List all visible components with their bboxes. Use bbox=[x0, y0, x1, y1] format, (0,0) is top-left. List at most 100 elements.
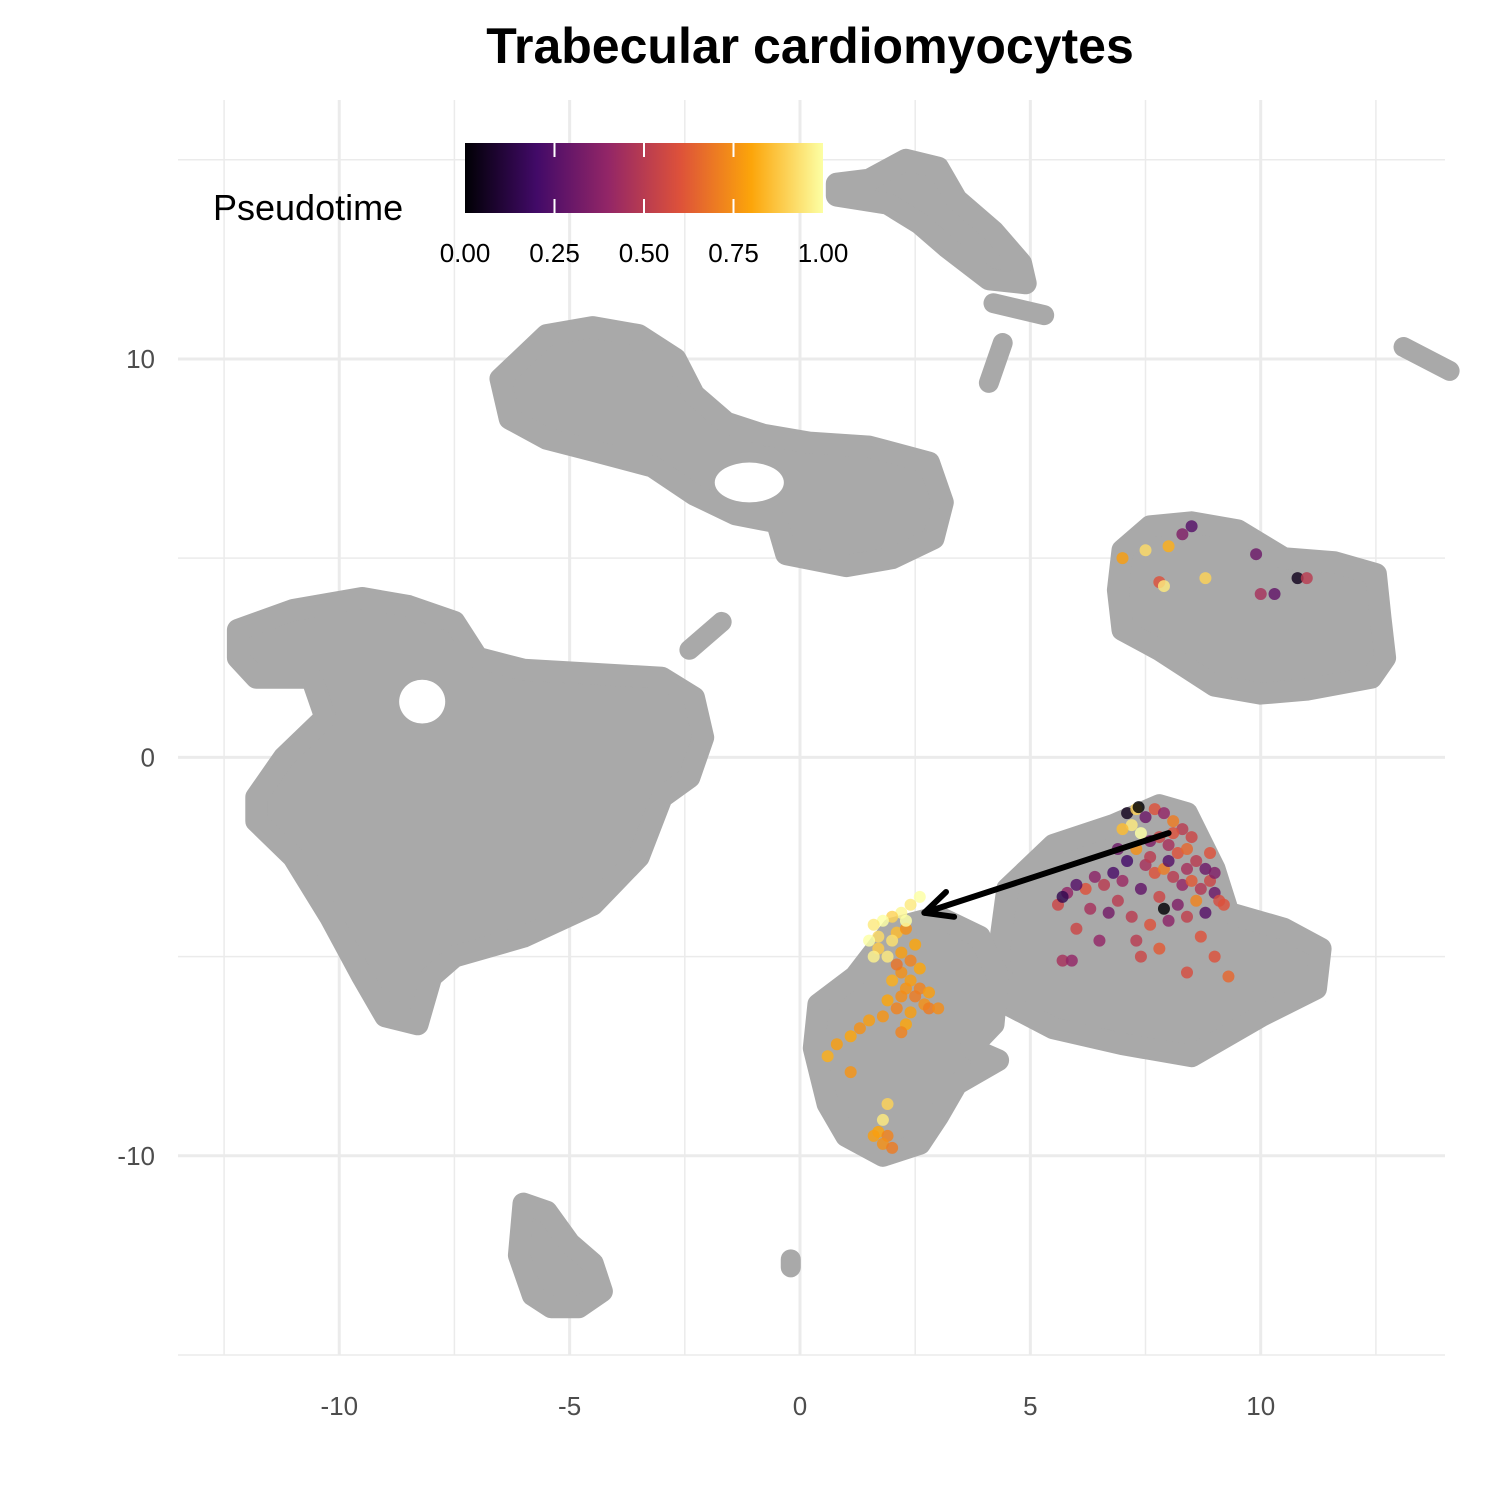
cell-point bbox=[1190, 854, 1203, 867]
cell-point bbox=[1153, 942, 1166, 955]
trajectory-arrow bbox=[921, 830, 1172, 920]
y-tick-label: 10 bbox=[126, 344, 155, 374]
cell-point bbox=[853, 1022, 866, 1035]
cell-point bbox=[1176, 823, 1189, 836]
cell-point bbox=[1139, 811, 1152, 824]
cell-point bbox=[872, 930, 885, 943]
cluster-hole bbox=[399, 679, 446, 724]
cell-point bbox=[1185, 520, 1198, 533]
cell-point bbox=[863, 934, 876, 947]
x-tick-label: -5 bbox=[558, 1391, 581, 1421]
cell-point bbox=[1132, 801, 1145, 814]
cell-point bbox=[909, 938, 922, 951]
cell-point bbox=[1180, 843, 1193, 856]
cell-point bbox=[1125, 910, 1138, 923]
cell-point bbox=[876, 1010, 889, 1023]
cell-point bbox=[1088, 870, 1101, 883]
cell-point bbox=[1130, 934, 1143, 947]
cell-point bbox=[890, 1002, 903, 1015]
cell-point bbox=[895, 990, 908, 1003]
cell-point bbox=[1162, 854, 1175, 867]
cell-point bbox=[1167, 870, 1180, 883]
cell-point bbox=[909, 990, 922, 1003]
cell-point bbox=[1254, 588, 1267, 601]
cell-point bbox=[886, 934, 899, 947]
cell-point bbox=[1070, 922, 1083, 935]
cell-point bbox=[1171, 847, 1184, 859]
cell-point bbox=[922, 986, 935, 999]
cell-point bbox=[844, 1030, 857, 1043]
arrow-head bbox=[921, 888, 958, 920]
colorbar-tick-label: 1.00 bbox=[798, 238, 849, 268]
cell-point bbox=[1199, 862, 1212, 875]
cell-point bbox=[1268, 588, 1281, 601]
cell-point bbox=[886, 974, 899, 987]
cell-point bbox=[1065, 954, 1078, 967]
cell-point bbox=[1162, 914, 1175, 927]
cell-point bbox=[1208, 866, 1221, 879]
cell-point bbox=[1144, 918, 1157, 931]
cell-point bbox=[1190, 894, 1203, 907]
cell-point bbox=[913, 890, 926, 903]
cell-point bbox=[876, 1113, 889, 1126]
cell-point bbox=[1176, 528, 1189, 541]
cell-point bbox=[913, 962, 926, 975]
cell-point bbox=[1162, 839, 1175, 852]
arrow-shaft bbox=[921, 830, 1172, 916]
cell-point bbox=[1180, 966, 1193, 979]
x-tick-label: 5 bbox=[1023, 1391, 1037, 1421]
cell-point bbox=[1157, 902, 1170, 915]
cell-point bbox=[932, 1002, 945, 1015]
cell-point bbox=[1134, 882, 1147, 895]
cell-point bbox=[1185, 831, 1198, 844]
cell-point bbox=[1300, 572, 1313, 585]
cluster-top-middle bbox=[489, 316, 954, 578]
cell-point bbox=[1180, 862, 1193, 875]
cell-point bbox=[1199, 572, 1212, 585]
x-tick-label: -10 bbox=[320, 1391, 358, 1421]
cell-point bbox=[1116, 874, 1129, 887]
cell-point bbox=[895, 946, 908, 959]
cell-point bbox=[1121, 854, 1134, 867]
cluster-fragment bbox=[978, 333, 1013, 393]
cell-point bbox=[899, 914, 912, 927]
cell-point bbox=[1194, 882, 1207, 895]
cluster-fragment bbox=[1393, 337, 1460, 381]
colorbar-tick-label: 0.00 bbox=[440, 238, 491, 268]
chart-title: Trabecular cardiomyocytes bbox=[486, 18, 1134, 74]
cell-point bbox=[1217, 898, 1230, 911]
cluster-right-upper bbox=[1106, 511, 1397, 705]
cell-point bbox=[1157, 580, 1170, 593]
cell-point bbox=[1250, 548, 1263, 561]
cluster-top-right bbox=[825, 148, 1037, 295]
cell-point bbox=[1180, 910, 1193, 923]
cell-point bbox=[1222, 970, 1235, 983]
cell-point bbox=[1093, 934, 1106, 947]
y-tick-label: -10 bbox=[117, 1141, 155, 1171]
cell-point bbox=[1162, 540, 1175, 553]
colorbar-tick-label: 0.75 bbox=[708, 238, 759, 268]
cell-point bbox=[1098, 878, 1111, 891]
cell-point bbox=[1167, 827, 1180, 840]
x-tick-label: 10 bbox=[1246, 1391, 1275, 1421]
cell-point bbox=[1194, 930, 1207, 943]
cluster-bottom-left bbox=[507, 1192, 613, 1319]
cluster-fragment bbox=[983, 293, 1055, 326]
cell-point bbox=[1116, 823, 1129, 836]
cell-point bbox=[867, 1129, 880, 1142]
cell-point bbox=[1079, 882, 1092, 895]
cell-point bbox=[1084, 902, 1097, 915]
cell-point bbox=[1153, 890, 1166, 903]
cell-point bbox=[1144, 850, 1157, 863]
x-tick-label: 0 bbox=[793, 1391, 807, 1421]
cell-point bbox=[881, 950, 894, 963]
cell-point bbox=[867, 950, 880, 963]
cell-point bbox=[1125, 819, 1138, 832]
x-axis-ticks: -10 -5 0 5 10 bbox=[320, 1391, 1275, 1421]
cell-point bbox=[1134, 950, 1147, 963]
colorbar-tick-label: 0.25 bbox=[529, 238, 580, 268]
cell-point bbox=[1056, 890, 1069, 903]
legend-title: Pseudotime bbox=[213, 187, 403, 228]
cluster-hole bbox=[714, 462, 784, 503]
